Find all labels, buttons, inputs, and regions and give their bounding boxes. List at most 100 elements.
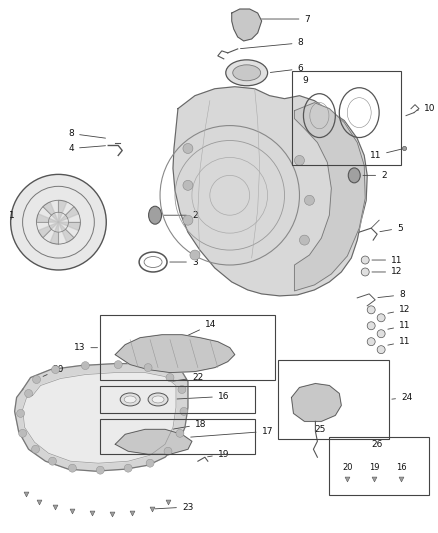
Bar <box>278 360 389 439</box>
Text: 11: 11 <box>372 255 403 264</box>
Circle shape <box>304 195 314 205</box>
Text: 26: 26 <box>371 440 383 449</box>
Circle shape <box>96 466 104 474</box>
Ellipse shape <box>348 168 360 183</box>
Circle shape <box>166 374 174 382</box>
Text: 7: 7 <box>261 14 310 23</box>
Polygon shape <box>58 222 80 231</box>
Circle shape <box>377 330 385 338</box>
Text: 22: 22 <box>173 373 203 382</box>
Text: 19: 19 <box>369 463 379 472</box>
Polygon shape <box>173 87 367 296</box>
Circle shape <box>367 322 375 330</box>
Text: 4: 4 <box>68 144 106 153</box>
Circle shape <box>361 268 369 276</box>
Polygon shape <box>294 103 365 291</box>
Circle shape <box>180 407 188 415</box>
Text: 6: 6 <box>270 64 303 74</box>
Circle shape <box>367 338 375 346</box>
Text: 11: 11 <box>388 337 410 346</box>
Text: 5: 5 <box>380 224 403 233</box>
Text: 24: 24 <box>392 393 412 402</box>
Bar <box>292 71 401 165</box>
Text: 18: 18 <box>163 420 206 431</box>
Circle shape <box>377 346 385 353</box>
Polygon shape <box>50 222 58 244</box>
Text: 20: 20 <box>43 365 64 376</box>
Circle shape <box>114 361 122 369</box>
Circle shape <box>164 447 172 455</box>
Circle shape <box>19 430 27 437</box>
Text: 25: 25 <box>314 425 326 434</box>
Text: 8: 8 <box>68 129 106 138</box>
Text: 16: 16 <box>171 392 230 401</box>
Polygon shape <box>115 335 235 373</box>
Ellipse shape <box>226 60 268 86</box>
Text: 3: 3 <box>170 257 198 266</box>
Text: 16: 16 <box>396 463 406 472</box>
Text: 21: 21 <box>153 357 186 366</box>
Circle shape <box>183 180 193 190</box>
Bar <box>100 419 254 454</box>
Text: 2: 2 <box>164 211 198 220</box>
Circle shape <box>294 156 304 165</box>
Circle shape <box>124 464 132 472</box>
Text: 23: 23 <box>155 503 193 512</box>
Text: 11: 11 <box>370 149 401 160</box>
Ellipse shape <box>233 65 261 81</box>
Text: 9: 9 <box>303 76 308 85</box>
Text: 8: 8 <box>378 290 405 300</box>
Circle shape <box>49 457 57 465</box>
Circle shape <box>11 174 106 270</box>
Polygon shape <box>58 222 74 243</box>
Polygon shape <box>23 373 176 463</box>
Ellipse shape <box>124 396 136 403</box>
Polygon shape <box>232 9 261 41</box>
Circle shape <box>361 256 369 264</box>
Circle shape <box>146 459 154 467</box>
Text: 14: 14 <box>187 320 216 336</box>
Polygon shape <box>14 364 188 471</box>
Text: 19: 19 <box>208 450 230 459</box>
Ellipse shape <box>152 396 164 403</box>
Circle shape <box>81 361 89 369</box>
Circle shape <box>300 235 309 245</box>
Circle shape <box>68 464 76 472</box>
Bar <box>329 437 429 495</box>
Text: 12: 12 <box>372 268 403 277</box>
Circle shape <box>176 430 184 437</box>
Polygon shape <box>36 214 58 222</box>
Text: 13: 13 <box>74 343 98 352</box>
Circle shape <box>178 385 186 393</box>
Circle shape <box>190 250 200 260</box>
Polygon shape <box>115 430 192 454</box>
Text: 11: 11 <box>388 321 410 330</box>
Circle shape <box>367 306 375 314</box>
Text: 8: 8 <box>240 38 303 49</box>
Circle shape <box>183 215 193 225</box>
Polygon shape <box>43 202 58 222</box>
Circle shape <box>377 314 385 322</box>
Text: 2: 2 <box>363 171 387 180</box>
Text: 20: 20 <box>342 463 353 472</box>
Text: 1: 1 <box>9 211 14 220</box>
Polygon shape <box>58 200 67 222</box>
Polygon shape <box>292 384 341 422</box>
Circle shape <box>52 366 60 374</box>
Text: 12: 12 <box>388 305 410 314</box>
Text: 15: 15 <box>74 395 98 404</box>
Circle shape <box>32 376 41 384</box>
Circle shape <box>144 364 152 372</box>
Circle shape <box>25 390 32 398</box>
Text: 17: 17 <box>191 427 273 437</box>
Circle shape <box>32 445 39 453</box>
Ellipse shape <box>120 393 140 406</box>
Circle shape <box>183 143 193 154</box>
Polygon shape <box>38 222 58 238</box>
Text: 10: 10 <box>417 104 435 113</box>
Bar <box>100 315 275 379</box>
Polygon shape <box>58 207 79 222</box>
Ellipse shape <box>148 393 168 406</box>
Bar <box>100 385 254 414</box>
Circle shape <box>17 409 25 417</box>
